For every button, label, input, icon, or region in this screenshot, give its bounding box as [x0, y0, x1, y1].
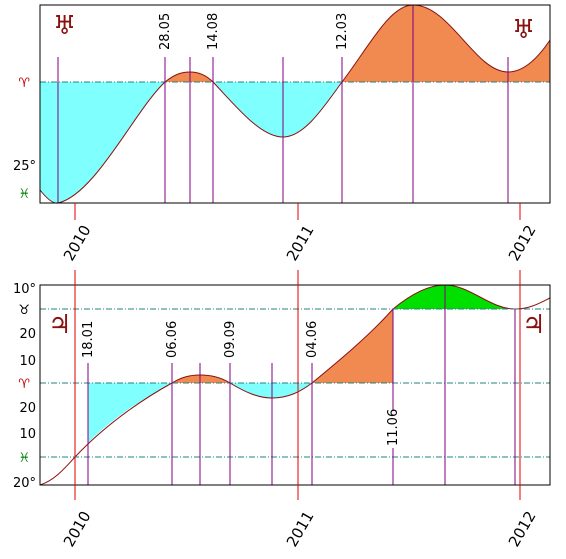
axis-label: 10	[19, 354, 36, 369]
date-label: 04.06	[305, 321, 320, 358]
axis-label: 20°	[13, 476, 36, 491]
year-label: 2010	[60, 508, 95, 550]
axis-label: ♈	[18, 377, 30, 392]
axis-label: ♓	[18, 451, 30, 466]
fill-above	[165, 5, 550, 82]
axis-label: 10°	[13, 282, 36, 297]
date-label: 09.09	[223, 321, 238, 358]
fill-below	[40, 82, 342, 204]
jupiter-panel: ♃ ♃ 10° ♉ 20 10 ♈ 20 10 ♓ 20° 18.01 06.0…	[13, 270, 551, 550]
year-label: 2012	[505, 508, 540, 550]
date-label: 06.06	[165, 321, 180, 358]
sign-lines	[40, 308, 550, 458]
year-lines	[74, 203, 521, 220]
year-label: 2011	[283, 222, 318, 264]
fill-above	[172, 309, 393, 383]
axis-label: 20	[19, 401, 36, 416]
axis-label: ♉	[18, 303, 30, 318]
aspect-lines	[87, 285, 516, 485]
axis-label: 10	[19, 427, 36, 442]
uranus-panel: ♅ ♅ ♈ 25° ♓ 28.05 14.08 12.03 2010 2011 …	[13, 4, 551, 264]
axis-label: ♈	[18, 76, 30, 91]
date-label: 14.08	[206, 13, 221, 50]
year-lines	[74, 270, 521, 500]
axis-label: ♓	[18, 187, 30, 202]
planet-glyph: ♃	[522, 310, 545, 340]
axis-label: 25°	[13, 159, 36, 174]
axis-label: 20	[19, 327, 36, 342]
fill-green	[393, 285, 510, 309]
date-label: 18.01	[81, 321, 96, 358]
planet-glyph: ♃	[48, 310, 71, 340]
date-label: 12.03	[335, 13, 350, 50]
aspect-lines	[57, 5, 509, 203]
year-label: 2011	[283, 508, 318, 550]
year-label: 2012	[505, 222, 540, 264]
date-label: 28.05	[158, 13, 173, 50]
frame	[39, 284, 551, 486]
frame	[39, 4, 551, 204]
date-label: 11.06	[386, 409, 401, 446]
year-label: 2010	[60, 222, 95, 264]
planet-glyph: ♅	[53, 11, 76, 41]
position-curve	[39, 4, 551, 204]
planet-glyph: ♅	[512, 15, 535, 45]
fill-below	[88, 383, 312, 443]
